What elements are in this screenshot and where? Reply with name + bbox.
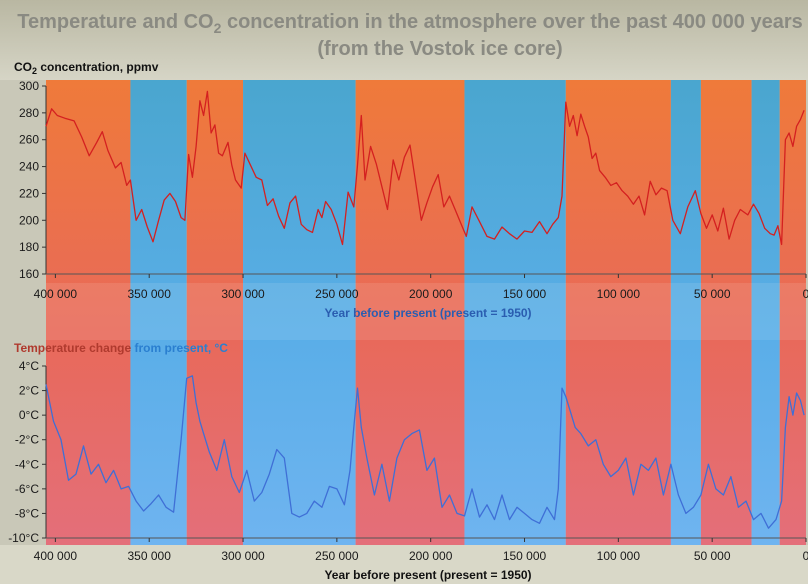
temperature-x-tick-label: 50 000 — [694, 549, 731, 563]
co2-y-tick-label: 280 — [19, 106, 39, 120]
temperature-y-tick-label: -6°C — [15, 482, 39, 496]
bottom-margin — [0, 545, 808, 584]
co2-series-line — [45, 90, 805, 246]
co2-y-tick-label: 180 — [19, 240, 39, 254]
co2-y-tick-label: 160 — [19, 267, 39, 281]
chart-title-line2: (from the Vostok ice core) — [317, 38, 562, 60]
temperature-x-tick-label: 150 000 — [503, 549, 547, 563]
temperature-x-tick-label: 200 000 — [409, 549, 453, 563]
temperature-x-tick-label: 300 000 — [221, 549, 265, 563]
temperature-y-tick-label: -8°C — [15, 506, 39, 520]
cold-period-band — [670, 80, 701, 545]
temperature-x-tick-label: 400 000 — [34, 549, 78, 563]
temperature-y-tick-label: 2°C — [19, 384, 39, 398]
warm-period-band — [46, 80, 131, 545]
temperature-series-line — [45, 375, 805, 529]
temperature-x-tick-label: 250 000 — [315, 549, 359, 563]
axes-group: 160 180 200 220 240 260 280 300 400 000 350 000 30… — [8, 79, 808, 563]
co2-y-tick-label: 300 — [19, 79, 39, 93]
temperature-y-tick-label: -2°C — [15, 433, 39, 447]
co2-x-tick-label: 50 000 — [694, 287, 731, 301]
co2-x-tick-label: 400 000 — [34, 287, 78, 301]
co2-y-axis-label: CO2 concentration, ppmv — [14, 60, 159, 76]
cold-period-band — [130, 80, 187, 545]
temperature-x-tick-label: 100 000 — [597, 549, 641, 563]
co2-x-tick-label: 0 — [803, 287, 808, 301]
temperature-y-tick-label: -10°C — [8, 531, 39, 545]
co2-x-tick-label: 250 000 — [315, 287, 359, 301]
temp-x-axis-label: Year before present (present = 1950) — [324, 568, 531, 582]
co2-x-tick-label: 350 000 — [128, 287, 172, 301]
co2-y-tick-label: 240 — [19, 160, 39, 174]
co2-x-tick-label: 300 000 — [221, 287, 265, 301]
cold-period-band — [243, 80, 356, 545]
co2-x-tick-label: 150 000 — [503, 287, 547, 301]
co2-y-tick-label: 220 — [19, 186, 39, 200]
temperature-y-tick-label: -4°C — [15, 457, 39, 471]
temperature-y-tick-label: 4°C — [19, 359, 39, 373]
warm-period-band — [186, 80, 244, 545]
cold-period-band — [464, 80, 566, 545]
temperature-y-tick-label: 0°C — [19, 408, 39, 422]
co2-x-tick-label: 100 000 — [597, 287, 641, 301]
series-group — [45, 90, 805, 529]
co2-y-tick-label: 200 — [19, 213, 39, 227]
temperature-x-tick-label: 350 000 — [128, 549, 172, 563]
co2-x-axis-label: Year before present (present = 1950) — [324, 306, 531, 320]
cold-period-band — [751, 80, 780, 545]
plot-gap-overlay — [46, 283, 806, 340]
climate-period-bands — [0, 80, 808, 584]
co2-x-tick-label: 200 000 — [409, 287, 453, 301]
warm-period-band — [565, 80, 671, 545]
co2-y-tick-label: 260 — [19, 133, 39, 147]
temp-y-axis-label: Temperature change from present, °C — [14, 341, 228, 355]
temperature-x-tick-label: 0 — [803, 549, 808, 563]
chart-title-line1: Temperature and CO2 concentration in the… — [17, 11, 802, 36]
